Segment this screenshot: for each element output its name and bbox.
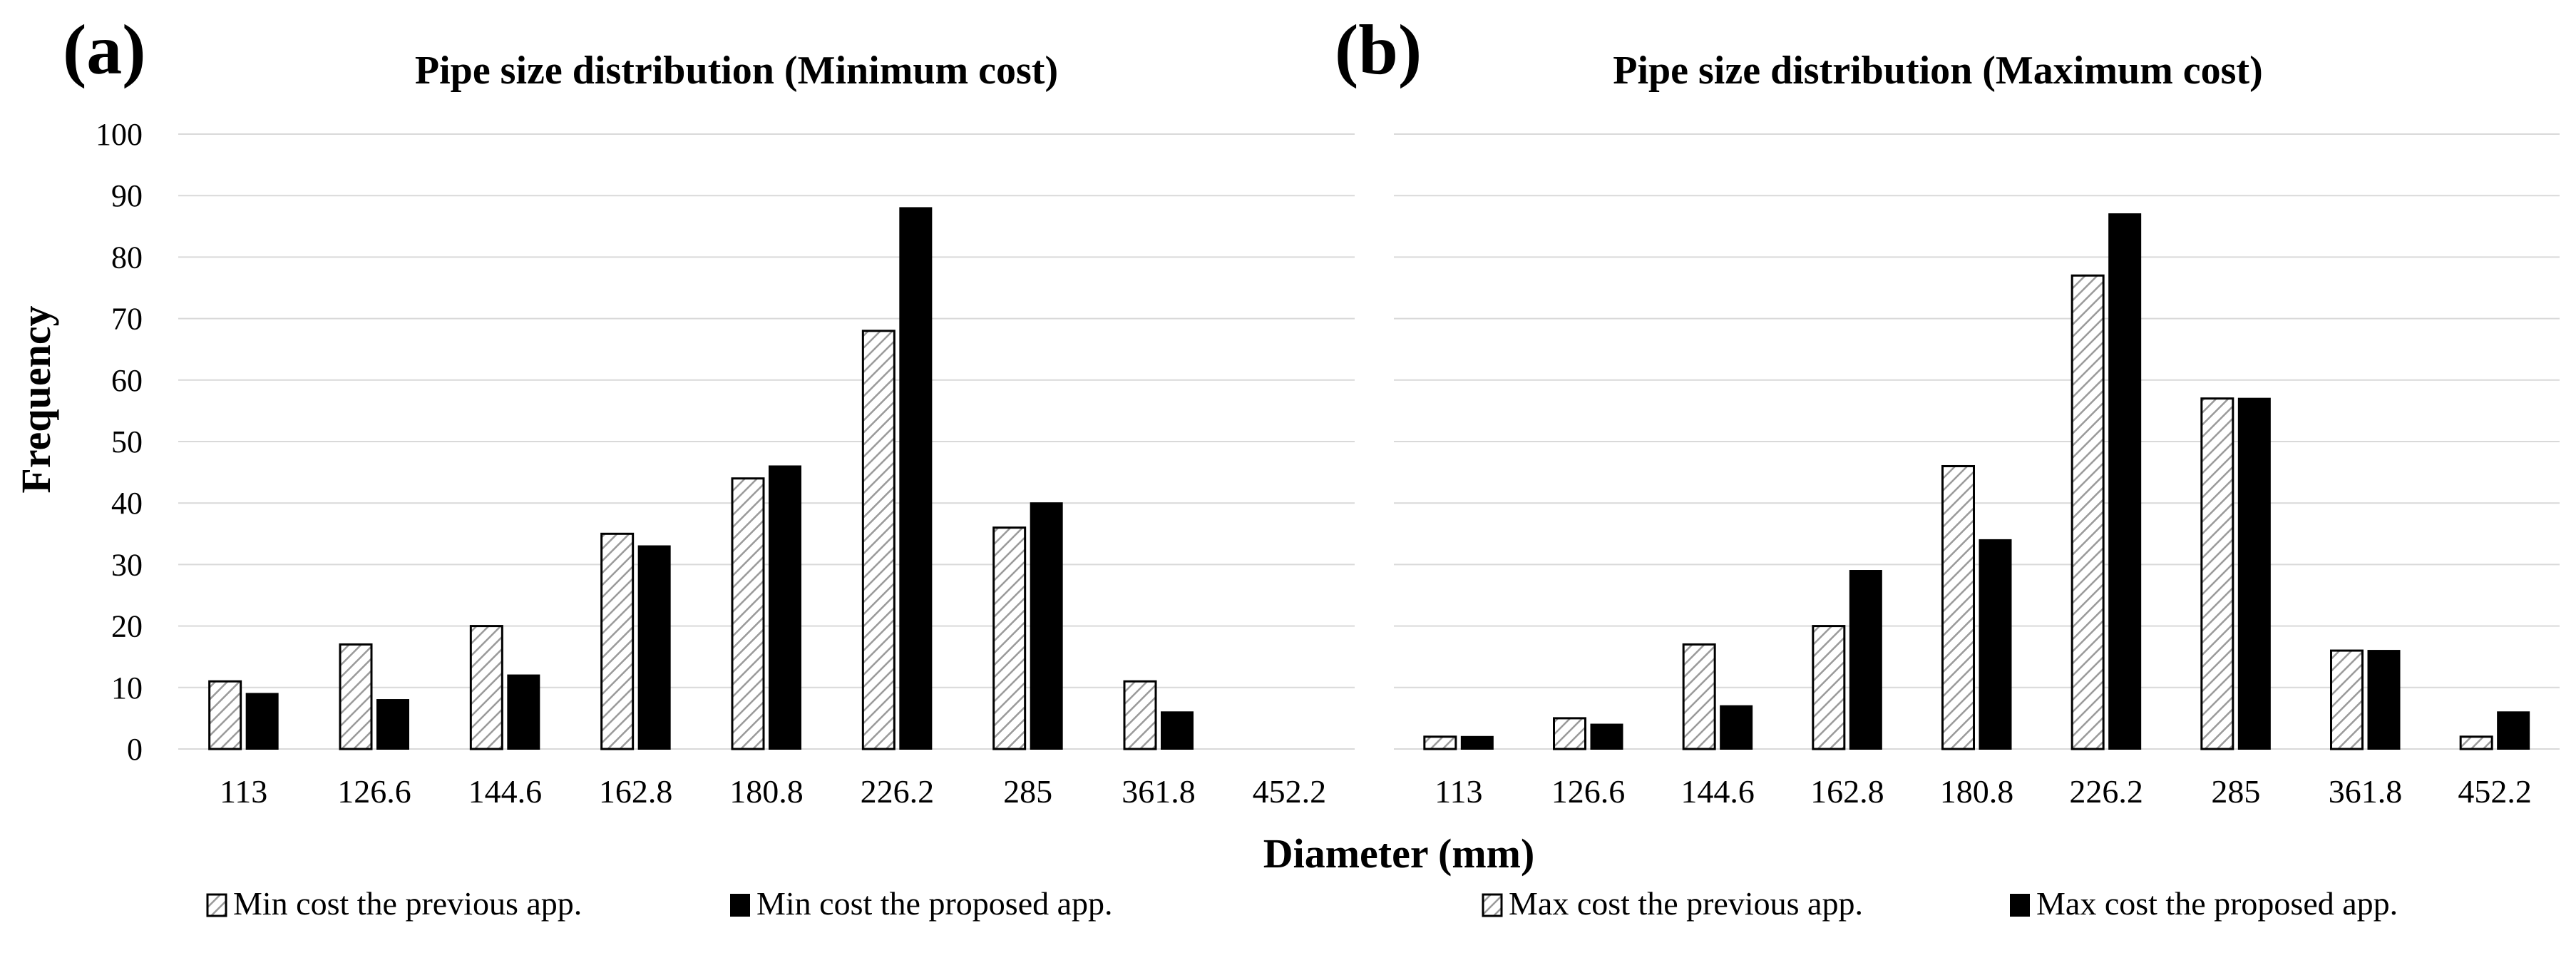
x-tick-label: 113	[1435, 773, 1482, 810]
chart-a-title: Pipe size distribution (Minimum cost)	[415, 49, 1058, 93]
x-tick-label: 126.6	[1551, 773, 1626, 810]
legend-a: Min cost the previous app. Min cost the …	[206, 885, 1113, 922]
y-tick-label: 40	[111, 486, 143, 521]
y-tick-label: 0	[127, 732, 143, 767]
bar-previous-180.8	[1941, 464, 1975, 750]
chart-b-x-axis: 113 126.6 144.6 162.8 180.8 226.2 285 361.8 452.…	[1435, 773, 2532, 810]
bar-proposed-180.8	[1979, 539, 2012, 750]
bar-proposed-144.6	[1720, 705, 1753, 750]
bar-previous-113	[208, 680, 242, 750]
y-tick-label: 60	[111, 363, 143, 398]
bar-proposed-180.8	[769, 465, 801, 750]
x-tick-label: 452.2	[1253, 773, 1327, 810]
bar-previous-180.8	[731, 477, 765, 750]
bar-proposed-126.6	[1590, 723, 1623, 750]
x-tick-label: 361.8	[2329, 773, 2403, 810]
y-tick-label: 30	[111, 547, 143, 582]
x-tick-label: 162.8	[1810, 773, 1884, 810]
legend-b: Max cost the previous app. Max cost the …	[1482, 885, 2398, 922]
legend-b-prop-swatch	[2010, 894, 2030, 917]
bar-previous-126.6	[1553, 717, 1586, 750]
x-tick-label: 452.2	[2458, 773, 2532, 810]
bar-previous-285	[2200, 397, 2234, 750]
bar-previous-361.8	[2330, 649, 2364, 750]
y-tick-label: 90	[111, 178, 143, 213]
legend-a-prev-swatch	[206, 893, 227, 917]
chart-a-gridlines	[178, 133, 1355, 750]
x-tick-label: 144.6	[468, 773, 543, 810]
bar-proposed-126.6	[376, 699, 409, 750]
chart-panel-a: (a) Pipe size distribution (Minimum cost…	[63, 10, 1355, 810]
y-tick-label: 10	[111, 671, 143, 705]
bar-proposed-226.2	[899, 207, 933, 750]
y-tick-label: 20	[111, 609, 143, 644]
bar-proposed-361.8	[2367, 650, 2401, 750]
y-tick-label: 80	[111, 240, 143, 275]
legend-b-prev-label: Max cost the previous app.	[1509, 885, 1863, 922]
x-tick-label: 285	[1003, 773, 1052, 810]
chart-panel-b: (b) Pipe size distribution (Maximum cost…	[1335, 10, 2560, 810]
legend-a-prev-label: Min cost the previous app.	[233, 885, 582, 922]
bar-proposed-226.2	[2108, 213, 2142, 750]
legend-b-prop-label: Max cost the proposed app.	[2036, 885, 2398, 922]
y-tick-label: 70	[111, 302, 143, 337]
x-tick-label: 226.2	[2069, 773, 2143, 810]
bar-previous-226.2	[861, 330, 896, 750]
bar-previous-126.6	[339, 643, 373, 750]
chart-b-bars	[1423, 213, 2530, 750]
y-tick-label: 50	[111, 424, 143, 459]
bar-previous-162.8	[1812, 625, 1846, 750]
bar-previous-113	[1423, 735, 1457, 750]
x-tick-label: 361.8	[1122, 773, 1196, 810]
panel-a-tag: (a)	[63, 10, 146, 89]
bar-previous-144.6	[469, 625, 503, 750]
x-tick-label: 113	[220, 773, 267, 810]
x-tick-label: 226.2	[861, 773, 935, 810]
chart-a-x-axis: 113 126.6 144.6 162.8 180.8 226.2 285 361.8 452.…	[220, 773, 1326, 810]
x-axis-label: Diameter (mm)	[1263, 830, 1535, 877]
chart-a-bars	[208, 207, 1194, 750]
legend-a-prop-label: Min cost the proposed app.	[756, 885, 1113, 922]
bar-previous-285	[992, 526, 1027, 750]
legend-b-prev-swatch	[1482, 893, 1503, 917]
bar-proposed-285	[2237, 397, 2271, 750]
x-tick-label: 285	[2211, 773, 2260, 810]
bar-previous-452.2	[2459, 735, 2493, 750]
y-tick-label: 100	[96, 117, 143, 152]
x-tick-label: 162.8	[599, 773, 673, 810]
bar-previous-361.8	[1123, 680, 1157, 750]
bar-previous-226.2	[2070, 274, 2105, 750]
y-axis-label: Frequency	[13, 305, 59, 493]
bar-proposed-113	[1460, 735, 1494, 750]
bar-proposed-361.8	[1161, 711, 1194, 750]
bar-proposed-162.8	[1849, 570, 1882, 750]
bar-proposed-285	[1030, 502, 1063, 750]
x-tick-label: 144.6	[1680, 773, 1755, 810]
chart-b-gridlines	[1394, 133, 2560, 750]
bar-proposed-144.6	[507, 674, 540, 750]
bar-previous-162.8	[600, 532, 635, 750]
bar-proposed-113	[245, 693, 279, 750]
legend-a-prop-swatch	[730, 894, 750, 917]
x-tick-label: 180.8	[1940, 773, 2014, 810]
bar-previous-144.6	[1682, 643, 1716, 750]
x-tick-label: 126.6	[337, 773, 411, 810]
chart-b-title: Pipe size distribution (Maximum cost)	[1613, 49, 2262, 93]
x-tick-label: 180.8	[729, 773, 804, 810]
panel-b-tag: (b)	[1335, 10, 1422, 89]
bar-proposed-452.2	[2497, 711, 2530, 750]
bar-proposed-162.8	[637, 545, 671, 750]
chart-a-y-axis: 0 10 20 30 40 50 60 70 80 90 100	[96, 117, 143, 767]
